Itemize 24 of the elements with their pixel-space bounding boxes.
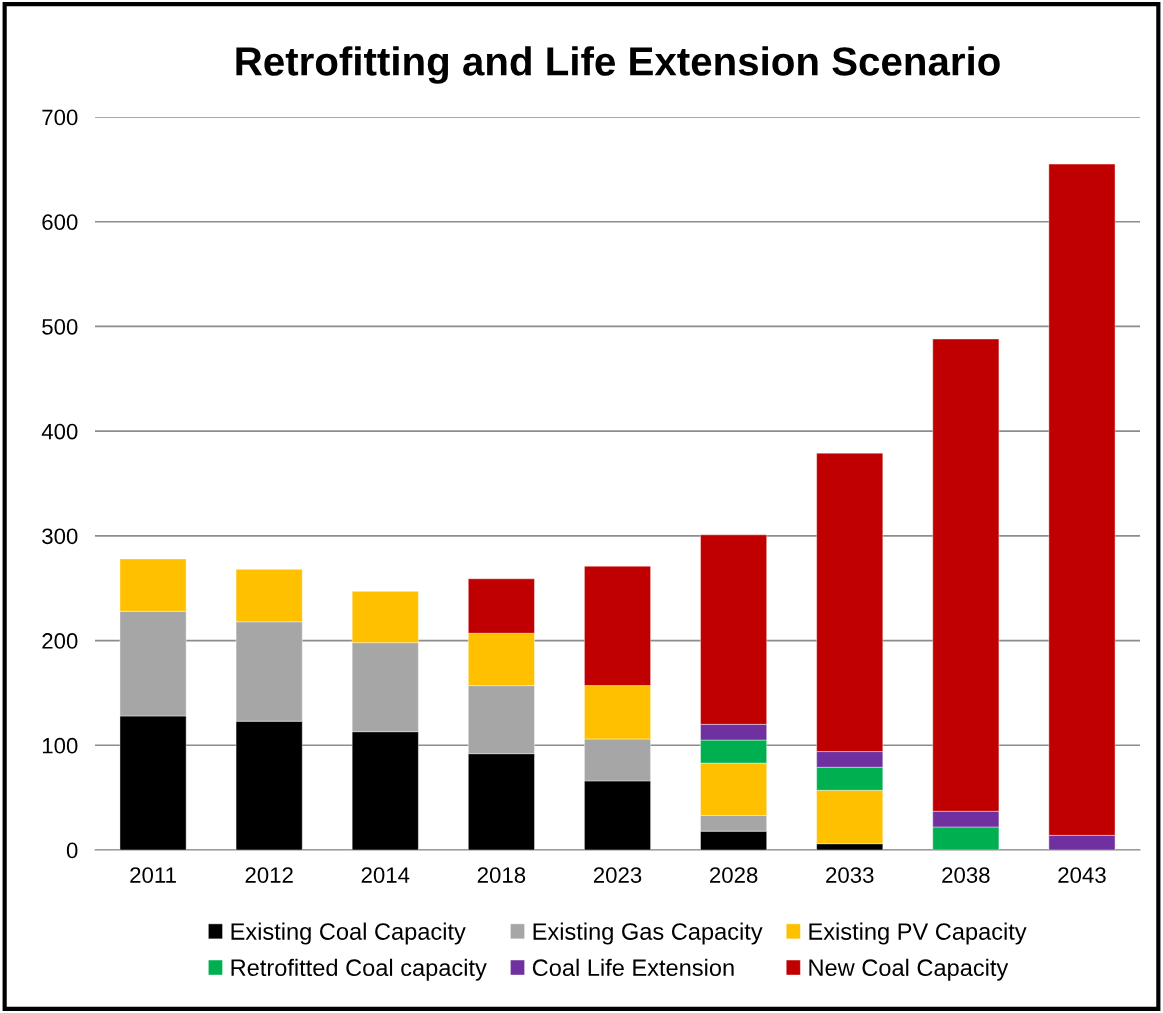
- x-tick-label: 2033: [826, 867, 874, 883]
- legend-label: New Coal Capacity: [809, 958, 1009, 981]
- x-tick-label: 2014: [361, 867, 410, 883]
- legend-label: Coal Life Extension: [532, 958, 734, 977]
- legend-label: Existing Coal Capacity: [231, 922, 466, 945]
- chart-title: Retrofitting and Life Extension Scenario: [236, 46, 1000, 84]
- y-tick-label: 300: [42, 528, 78, 545]
- x-tick-label: 2043: [1058, 867, 1106, 883]
- y-tick-label: 600: [42, 214, 78, 230]
- y-tick-label: 0: [66, 842, 78, 859]
- x-tick-label: 2038: [942, 867, 990, 883]
- y-tick-label: 400: [41, 423, 78, 440]
- y-tick-label: 200: [42, 633, 78, 649]
- x-tick-label: 2012: [245, 867, 293, 883]
- x-tick-label: 2018: [477, 867, 526, 883]
- x-tick-label: 2028: [710, 867, 758, 883]
- x-tick-label: 2011: [130, 867, 176, 883]
- x-tick-label: 2023: [593, 867, 642, 883]
- legend-label: Retrofitted Coal capacity: [231, 958, 487, 981]
- legend-label: Existing Gas Capacity: [533, 922, 763, 945]
- y-tick-label: 700: [42, 109, 78, 126]
- y-tick-label: 500: [42, 318, 78, 335]
- y-tick-label: 100: [42, 737, 78, 754]
- legend-label: Existing PV Capacity: [809, 922, 1027, 945]
